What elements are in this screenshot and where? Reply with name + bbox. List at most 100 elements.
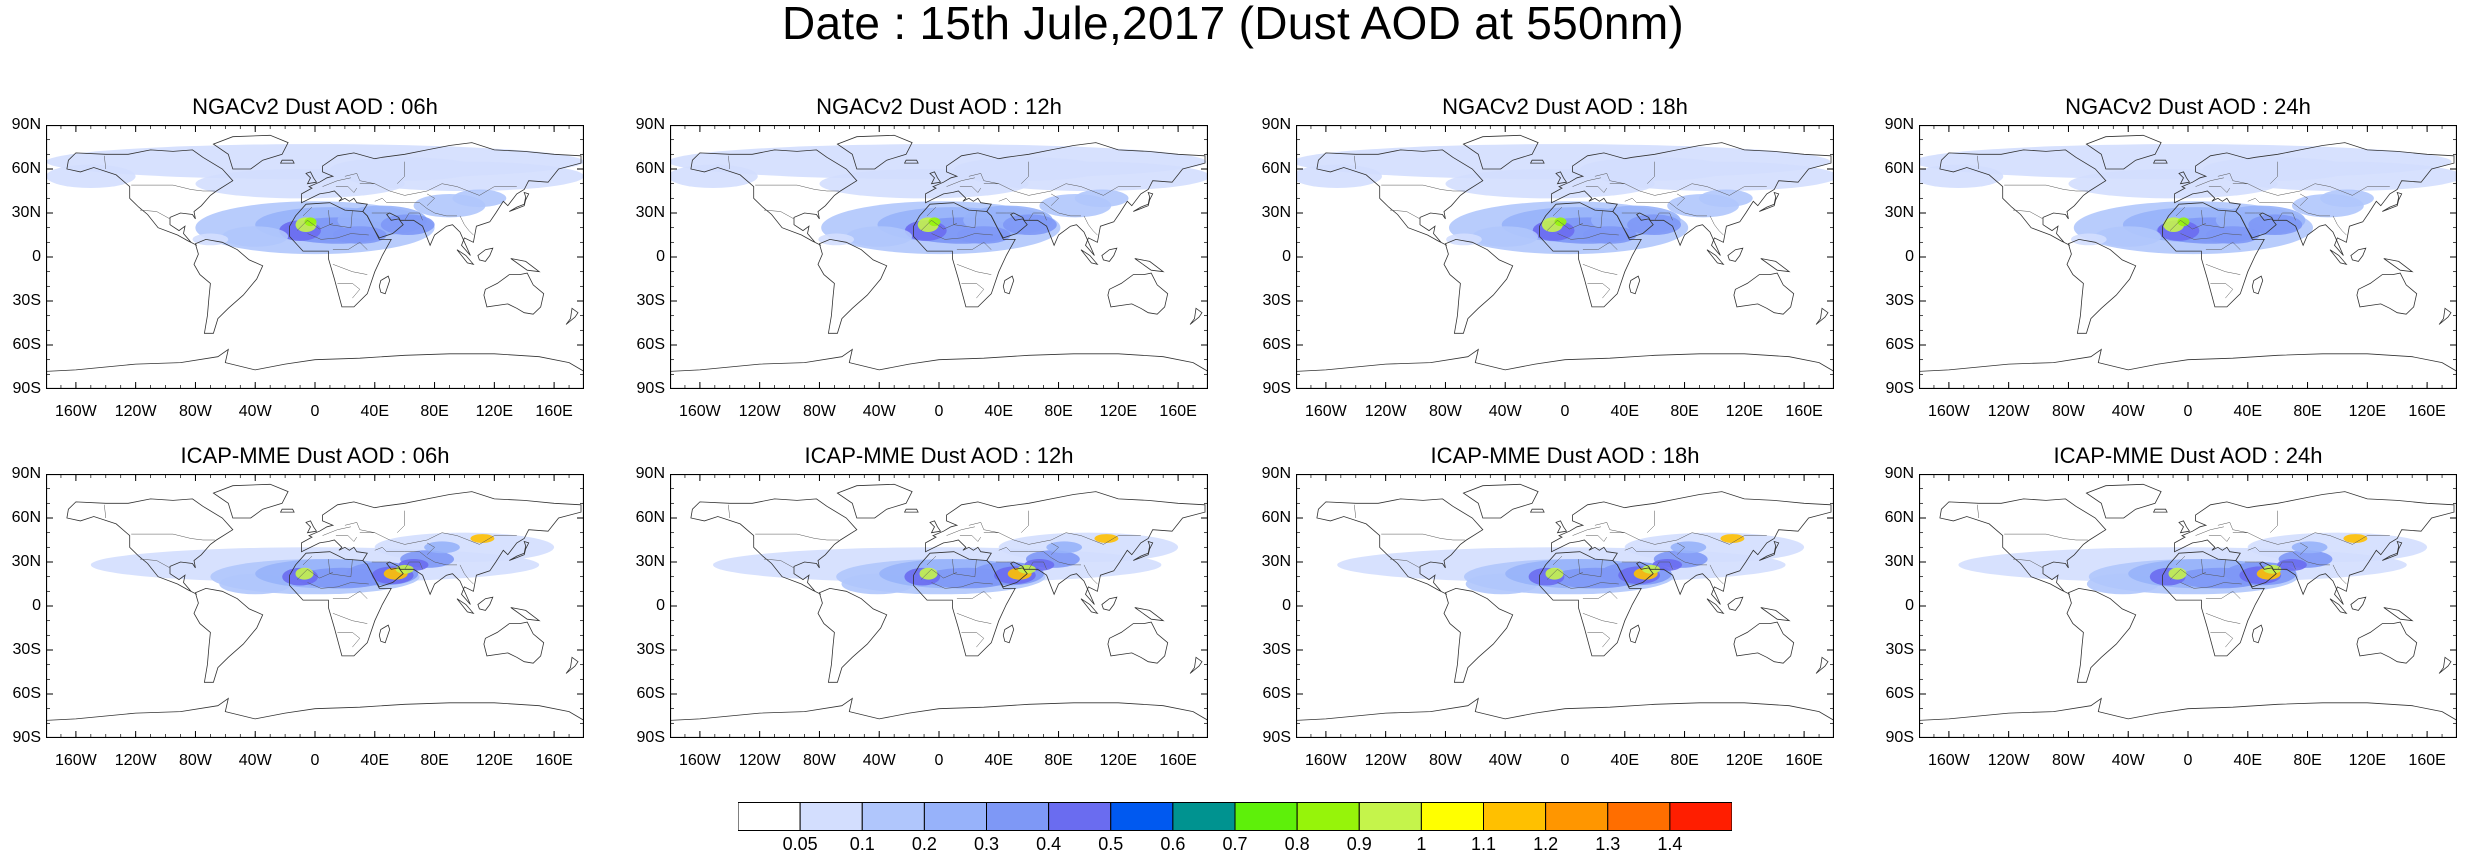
coastline-iceland: [2152, 159, 2168, 164]
country-border: [332, 241, 368, 250]
country-border: [2332, 215, 2338, 225]
coastline-northAmerica: [1316, 498, 1484, 595]
country-border: [2247, 198, 2330, 217]
colorbar-swatch: [1234, 802, 1298, 831]
colorbar-swatch: [1296, 802, 1360, 831]
country-border: [2208, 535, 2231, 542]
country-border: [426, 542, 436, 555]
lon-tick-label: 40E: [2233, 403, 2262, 420]
lon-tick-label: 160W: [1927, 403, 1970, 420]
country-border: [968, 173, 999, 184]
lat-tick-label: 0: [32, 248, 41, 265]
country-border: [1587, 283, 1611, 299]
lon-tick-label: 80E: [2293, 403, 2322, 420]
map-panel: NGACv2 Dust AOD : 24h 90N 60N 30N 0 30S 60S 90S…: [1885, 94, 2457, 420]
country-border: [2337, 573, 2347, 585]
country-border: [374, 198, 457, 217]
map-panel: ICAP-MME Dust AOD : 24h 90N 60N 30N 0 30S 60S 9…: [1885, 443, 2457, 769]
country-border: [2205, 241, 2241, 250]
coastline-uk: [305, 171, 318, 185]
lon-tick-label: 0: [1560, 403, 1570, 420]
aod-shading: [332, 226, 387, 244]
coastline-antarctica: [1296, 348, 1834, 372]
lon-tick-label: 40W: [1488, 403, 1522, 420]
colorbar-label: 0.05: [782, 834, 818, 854]
coastline-eurasia: [2174, 491, 2455, 605]
lon-tick-label: 40W: [862, 403, 896, 420]
aod-shading: [2095, 226, 2162, 247]
coastline-iceland: [279, 159, 295, 164]
world-map: [46, 474, 584, 738]
aod-shading: [2247, 532, 2428, 562]
world-map: [1919, 474, 2457, 738]
country-border: [1552, 555, 1563, 566]
country-border: [1578, 210, 1603, 228]
lon-tick-label: 40W: [2111, 403, 2145, 420]
country-border: [2210, 283, 2234, 299]
country-border: [2217, 522, 2248, 533]
country-border: [2270, 161, 2278, 184]
coastline-africa: [289, 202, 392, 308]
country-border: [307, 582, 369, 589]
lon-tick-label: 120W: [1364, 752, 1407, 769]
lon-tick-label: 120W: [738, 752, 781, 769]
country-border: [337, 632, 361, 648]
coastline-southAmerica: [1443, 587, 1514, 683]
coastline-borneo: [1727, 247, 1744, 262]
country-border: [2201, 559, 2226, 577]
country-border: [404, 212, 423, 221]
country-border: [755, 184, 839, 192]
lon-tick-label: 0: [310, 752, 320, 769]
country-border: [2205, 264, 2241, 275]
map-border: [670, 474, 1208, 738]
lon-tick-label: 40E: [984, 403, 1013, 420]
colorbar-swatch: [799, 802, 863, 831]
coastline-africa: [1539, 551, 1642, 657]
coastline-australia: [483, 272, 545, 315]
coastline-newzealand: [2438, 307, 2452, 325]
coastline-eurasia: [1551, 491, 1832, 605]
lon-tick-label: 120W: [738, 403, 781, 420]
country-border: [1390, 209, 1421, 220]
coastline-australia: [1107, 272, 1169, 315]
country-border: [140, 558, 171, 569]
world-map: [46, 125, 584, 389]
coastline-africa: [913, 551, 1016, 657]
coastline-africa: [2162, 202, 2265, 308]
lon-tick-label: 160E: [1785, 752, 1823, 769]
aod-shading: [998, 532, 1179, 562]
country-border: [1557, 233, 1619, 240]
country-border: [2247, 547, 2330, 566]
coastline-madagascar: [1628, 624, 1641, 644]
lon-tick-label: 120E: [1725, 403, 1764, 420]
lat-tick-label: 60S: [636, 685, 665, 702]
coastline-newzealand: [1815, 307, 1829, 325]
lat-tick-label: 30S: [12, 292, 41, 309]
country-border: [1594, 173, 1625, 184]
lat-tick-label: 90S: [12, 729, 41, 746]
country-border: [2175, 206, 2186, 217]
coastline-newzealand: [2438, 656, 2452, 674]
coastline-japan: [2382, 540, 2403, 561]
aod-shading: [919, 567, 938, 580]
lat-tick-label: 60S: [1262, 336, 1291, 353]
country-border: [728, 155, 731, 170]
aod-shading: [1003, 214, 1057, 235]
country-border: [397, 161, 405, 184]
aod-shading: [1627, 214, 1681, 235]
coastline-newguinea: [1760, 258, 1791, 273]
country-border: [1572, 177, 1601, 187]
aod-shading: [1554, 217, 1567, 227]
coastline-southAmerica: [1443, 238, 1514, 334]
lon-tick-label: 40W: [238, 403, 272, 420]
coastline-southAmerica: [193, 238, 264, 334]
country-border: [1546, 568, 1583, 580]
country-border: [1552, 206, 1563, 217]
country-border: [1546, 219, 1583, 231]
country-border: [131, 533, 215, 541]
country-border: [2004, 533, 2088, 541]
lon-tick-label: 160E: [535, 403, 573, 420]
country-border: [961, 283, 985, 299]
country-border: [1624, 198, 1707, 217]
country-border: [920, 219, 957, 231]
